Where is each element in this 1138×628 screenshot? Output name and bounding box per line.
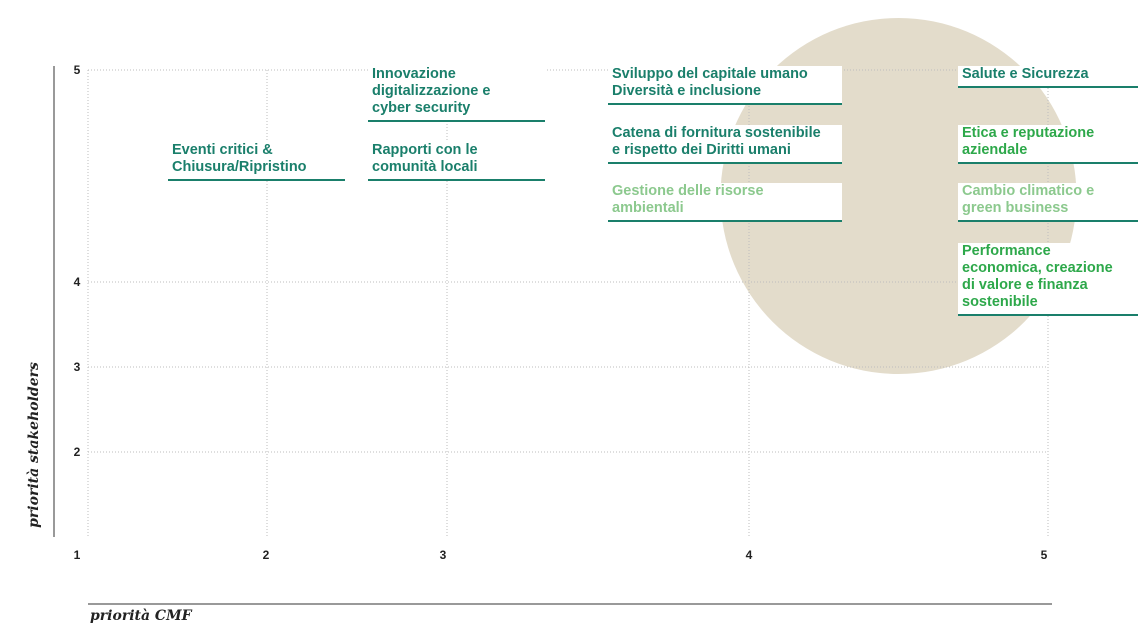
topic-label: Salute e Sicurezza [958,66,1138,88]
topic-label: Innovazione digitalizzazione e cyber sec… [368,66,545,122]
topic-label-text: Cambio climatico e green business [962,183,1095,216]
topic-label-text: Sviluppo del capitale umano Diversità e … [612,66,808,99]
topic-label-text: Catena di fornitura sostenibile e rispet… [612,125,821,158]
topic-label-text: Innovazione digitalizzazione e cyber sec… [372,66,491,116]
y-tick-label: 5 [74,63,81,77]
topic-label-text: Etica e reputazione aziendale [962,125,1095,158]
topic-label-text: Salute e Sicurezza [962,66,1089,82]
topic-label: Catena di fornitura sostenibile e rispet… [608,125,842,164]
y-tick-label: 4 [74,275,81,289]
topic-label-text: Gestione delle risorse ambientali [612,183,764,216]
x-tick-label: 5 [1041,548,1048,562]
y-tick-label: 2 [74,445,81,459]
topic-label: Etica e reputazione aziendale [958,125,1138,164]
x-axis-title: priorità CMF [90,608,192,624]
x-tick-label: 4 [746,548,753,562]
topic-label-text: Rapporti con le comunità locali [372,142,478,175]
y-axis-title: priorità stakeholders [26,362,42,528]
x-tick-label: 3 [440,548,447,562]
topic-label: Eventi critici & Chiusura/Ripristino [168,142,345,181]
topic-label: Performance economica, creazione di valo… [958,243,1138,316]
topic-label: Cambio climatico e green business [958,183,1138,222]
topic-label: Gestione delle risorse ambientali [608,183,842,222]
y-tick-label: 3 [74,360,81,374]
x-tick-label: 1 [74,548,81,562]
topic-label: Rapporti con le comunità locali [368,142,545,181]
topic-label-text: Performance economica, creazione di valo… [962,243,1113,310]
topic-label-text: Eventi critici & Chiusura/Ripristino [172,142,307,175]
topic-label: Sviluppo del capitale umano Diversità e … [608,66,842,105]
x-tick-label: 2 [263,548,270,562]
